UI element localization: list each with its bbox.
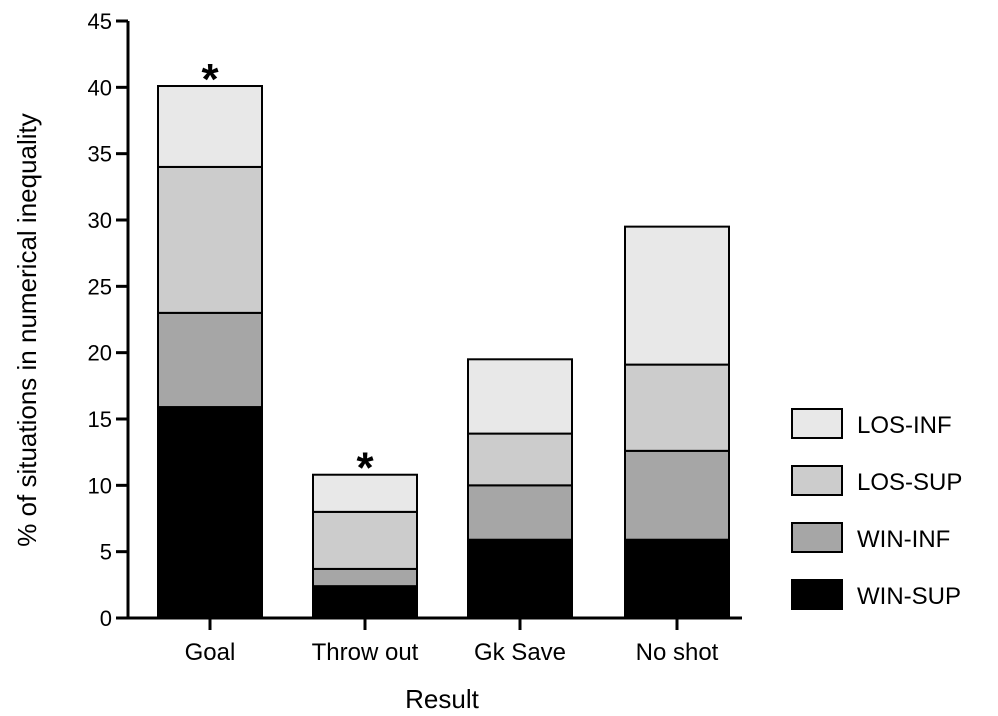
y-tick-label: 30 — [88, 208, 112, 233]
y-tick-label: 20 — [88, 341, 112, 366]
bar-segment-los-sup — [467, 432, 573, 487]
bar-segment-win-inf — [624, 449, 730, 541]
legend-label-win-inf: WIN-INF — [857, 526, 950, 553]
x-tick-label: Gk Save — [474, 639, 566, 666]
bar-segment-los-inf — [624, 225, 730, 366]
y-tick-label: 40 — [88, 75, 112, 100]
bar-segment-los-sup — [312, 510, 418, 570]
bar-segment-win-sup — [467, 538, 573, 620]
y-axis-title: % of situations in numerical inequality — [12, 113, 42, 547]
x-tick-label: Goal — [185, 639, 236, 666]
bar-segment-win-inf — [312, 567, 418, 588]
x-axis-title: Result — [405, 684, 479, 714]
y-axis-ticks: 0 5 10 15 20 25 30 35 40 45 — [88, 9, 128, 631]
bar-segment-win-sup — [312, 585, 418, 619]
bar-segment-win-inf — [157, 311, 263, 409]
significance-annotations: ** — [201, 55, 374, 493]
legend-swatch-win-inf — [791, 522, 843, 553]
x-axis-labels: Goal Throw out Gk Save No shot — [185, 618, 719, 666]
legend: LOS-INF LOS-SUP WIN-INF WIN-SUP — [791, 408, 962, 610]
y-tick-label: 5 — [100, 540, 112, 565]
legend-swatch-win-sup — [791, 579, 843, 610]
y-tick-label: 10 — [88, 473, 112, 498]
bar-segment-win-inf — [467, 484, 573, 541]
bar-segment-los-sup — [157, 165, 263, 314]
bar-segment-los-sup — [624, 363, 730, 452]
bar-segment-win-sup — [624, 538, 730, 620]
y-tick-label: 15 — [88, 407, 112, 432]
legend-label-los-inf: LOS-INF — [857, 412, 952, 439]
legend-label-los-sup: LOS-SUP — [857, 469, 962, 496]
legend-swatch-los-sup — [791, 465, 843, 496]
legend-label-win-sup: WIN-SUP — [857, 583, 961, 610]
bar-segment-los-inf — [312, 473, 418, 513]
y-tick-label: 0 — [100, 606, 112, 631]
x-tick-label: Throw out — [312, 639, 419, 666]
x-tick-label: No shot — [636, 639, 719, 666]
significance-asterisk: * — [201, 55, 219, 104]
y-tick-label: 25 — [88, 274, 112, 299]
legend-swatch-los-inf — [791, 408, 843, 439]
y-tick-label: 35 — [88, 142, 112, 167]
y-tick-label: 45 — [88, 9, 112, 34]
bar-segment-los-inf — [467, 358, 573, 435]
bar-segment-win-sup — [157, 406, 263, 619]
significance-asterisk: * — [356, 444, 374, 493]
bar-stacks — [157, 85, 730, 620]
bar-segment-los-inf — [157, 85, 263, 168]
